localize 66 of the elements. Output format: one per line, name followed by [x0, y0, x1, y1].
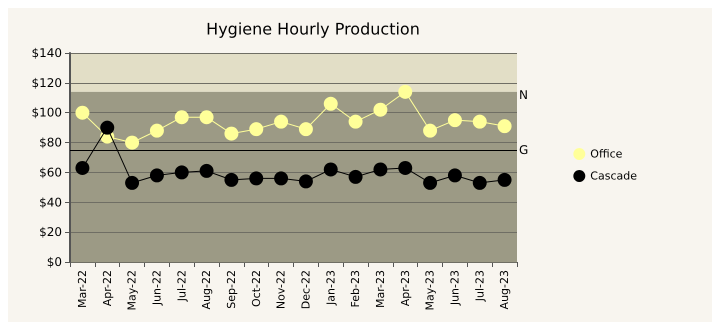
- y-tick-label: $140: [31, 46, 62, 60]
- x-tick-label: Jun-23: [448, 270, 462, 306]
- x-tick-label: Oct-22: [250, 270, 263, 307]
- point: [125, 176, 140, 190]
- x-tick-label: Apr-23: [398, 270, 412, 306]
- point: [224, 172, 238, 187]
- x-tick-label: Feb-23: [349, 270, 362, 308]
- x-tick-label: Dec-22: [299, 270, 312, 310]
- y-tick-label: $80: [39, 136, 62, 150]
- x-tick-label: Jul-22: [175, 270, 188, 302]
- point: [150, 168, 164, 182]
- x-tick-label: Mar-23: [374, 270, 387, 308]
- y-tick-label: $20: [39, 225, 62, 240]
- point: [498, 119, 512, 134]
- point: [348, 170, 363, 184]
- x-tick-label: Sep-22: [224, 270, 238, 309]
- x-tick-label: Jan-23: [324, 270, 338, 306]
- point: [100, 120, 114, 135]
- point: [75, 160, 90, 175]
- x-tick-label: Apr-22: [100, 270, 114, 306]
- x-tick-label: Mar-22: [76, 270, 89, 308]
- legend-label: Office: [590, 148, 623, 160]
- point: [274, 114, 288, 129]
- point: [200, 164, 214, 178]
- y-tick-label: $120: [31, 76, 62, 90]
- point: [75, 106, 90, 120]
- x-tick-label: Jul-23: [473, 270, 486, 302]
- x-tick-label: May-23: [424, 270, 437, 311]
- point: [423, 124, 438, 138]
- point: [348, 114, 363, 129]
- ref-line-label: G: [519, 143, 528, 158]
- point: [224, 126, 238, 141]
- point: [274, 171, 288, 186]
- point: [324, 96, 338, 111]
- x-tick-label: Nov-22: [274, 270, 288, 310]
- x-tick-label: May-22: [126, 270, 139, 311]
- point: [125, 136, 140, 150]
- point: [324, 162, 338, 176]
- point: [423, 176, 438, 190]
- x-tick-label: Aug-22: [200, 270, 214, 310]
- point: [200, 110, 214, 124]
- point: [298, 174, 313, 188]
- point: [174, 110, 189, 124]
- y-tick-label: $0: [46, 255, 62, 269]
- chart-title: Hygiene Hourly Production: [206, 20, 420, 38]
- point: [472, 176, 487, 190]
- point: [249, 171, 264, 186]
- x-tick-label: Aug-23: [498, 270, 512, 310]
- x-tick-label: Jun-22: [150, 270, 164, 306]
- point: [498, 172, 512, 187]
- point: [448, 168, 462, 182]
- point: [249, 122, 264, 136]
- y-tick-label: $40: [39, 195, 62, 210]
- y-tick-label: $100: [31, 106, 62, 120]
- point: [398, 84, 412, 99]
- point: [174, 165, 189, 180]
- point: [298, 122, 313, 136]
- point: [373, 162, 388, 176]
- point: [472, 114, 487, 129]
- point: [373, 102, 388, 117]
- band-label: N: [519, 88, 528, 102]
- point: [448, 113, 462, 128]
- point: [398, 160, 412, 175]
- legend-label: Cascade: [590, 170, 638, 182]
- point: [150, 124, 164, 138]
- y-tick-label: $60: [39, 165, 62, 180]
